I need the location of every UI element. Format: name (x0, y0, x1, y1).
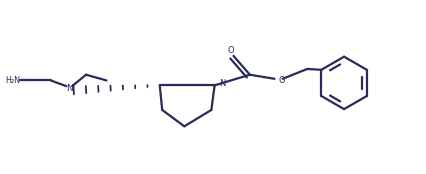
Text: O: O (279, 76, 285, 85)
Text: O: O (228, 46, 234, 56)
Text: H₂N: H₂N (5, 76, 20, 85)
Text: N: N (66, 84, 73, 93)
Text: N: N (219, 79, 225, 88)
